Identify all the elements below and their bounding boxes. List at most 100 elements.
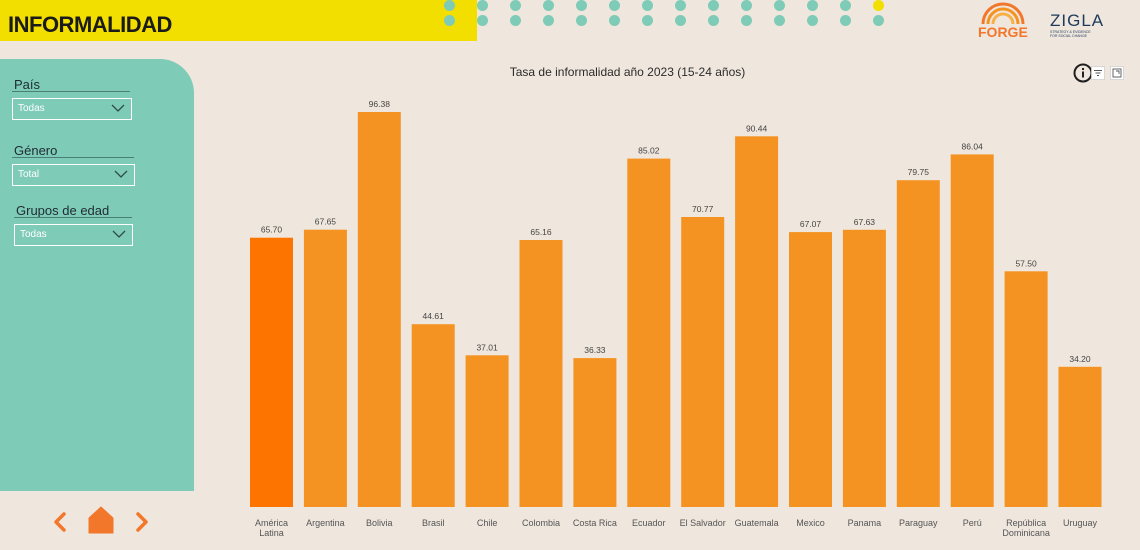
chart-bar[interactable] bbox=[519, 240, 563, 507]
chart-bar[interactable] bbox=[789, 232, 832, 507]
decorative-dot bbox=[741, 0, 752, 11]
decorative-dot bbox=[609, 15, 620, 26]
decorative-dot bbox=[510, 0, 521, 11]
zigla-logo: ZIGLA bbox=[1050, 11, 1105, 30]
x-tick-label: Bolivia bbox=[366, 518, 393, 528]
chart-bar[interactable] bbox=[842, 229, 886, 508]
chart-bar[interactable] bbox=[573, 358, 617, 507]
data-label: 85.02 bbox=[638, 146, 660, 156]
decorative-dot bbox=[675, 15, 686, 26]
decorative-dot bbox=[510, 15, 521, 26]
chart-bar[interactable] bbox=[250, 237, 293, 507]
x-tick-label: Ecuador bbox=[632, 518, 666, 528]
decorative-dot bbox=[543, 0, 554, 11]
forge-logo bbox=[981, 2, 1025, 25]
decorative-dot bbox=[741, 15, 752, 26]
chart-bar[interactable] bbox=[411, 324, 455, 507]
info-icon[interactable] bbox=[1073, 63, 1093, 83]
decorative-dot bbox=[543, 15, 554, 26]
decorative-dot bbox=[807, 15, 818, 26]
data-label: 67.63 bbox=[854, 217, 876, 227]
x-tick-label: Paraguay bbox=[899, 518, 938, 528]
x-tick-label: Dominicana bbox=[1002, 528, 1050, 538]
data-label: 67.65 bbox=[315, 217, 337, 227]
focus-mode-icon[interactable] bbox=[1110, 66, 1124, 80]
age-group-dropdown[interactable]: Todas bbox=[14, 224, 133, 246]
data-label: 96.38 bbox=[369, 99, 391, 109]
x-tick-label: Colombia bbox=[522, 518, 560, 528]
zigla-tagline: STRATEGY & EVIDENCE FOR SOCIAL CHANGE bbox=[1050, 30, 1091, 38]
decorative-dot bbox=[708, 15, 719, 26]
chevron-down-icon bbox=[111, 104, 125, 112]
x-tick-label: Costa Rica bbox=[573, 518, 617, 528]
home-icon[interactable] bbox=[88, 506, 114, 534]
chart-bar[interactable] bbox=[465, 355, 509, 507]
page-title: INFORMALIDAD bbox=[8, 12, 172, 37]
chart-bar[interactable] bbox=[1058, 366, 1102, 507]
decorative-dot bbox=[774, 15, 785, 26]
decorative-dot bbox=[444, 0, 455, 11]
age-group-filter-label: Grupos de edad bbox=[16, 203, 110, 218]
x-tick-label: Panama bbox=[848, 518, 882, 528]
x-tick-label: Latina bbox=[259, 528, 284, 538]
chevron-right-icon[interactable] bbox=[134, 511, 150, 533]
chevron-down-icon bbox=[114, 170, 128, 178]
decorative-dots bbox=[438, 0, 918, 30]
chart-bar[interactable] bbox=[681, 217, 725, 507]
country-filter-divider bbox=[12, 91, 130, 92]
forge-logo-text: FORGE bbox=[978, 24, 1028, 40]
x-tick-label: Chile bbox=[477, 518, 498, 528]
data-label: 90.44 bbox=[746, 123, 768, 133]
data-label: 57.50 bbox=[1015, 258, 1037, 268]
country-dropdown-value: Todas bbox=[18, 103, 45, 114]
chart-bar[interactable] bbox=[1004, 271, 1048, 507]
chart-bar[interactable] bbox=[357, 112, 401, 507]
x-tick-label: Argentina bbox=[306, 518, 345, 528]
decorative-dot bbox=[477, 15, 488, 26]
filter-icon[interactable] bbox=[1091, 66, 1105, 80]
x-tick-label: Mexico bbox=[796, 518, 825, 528]
decorative-dot bbox=[444, 15, 455, 26]
x-tick-label: América bbox=[255, 518, 288, 528]
data-label: 65.16 bbox=[530, 227, 552, 237]
data-label: 44.61 bbox=[423, 311, 445, 321]
decorative-dot bbox=[774, 0, 785, 11]
gender-filter-divider bbox=[12, 157, 134, 158]
title-banner bbox=[0, 0, 477, 41]
filter-sidebar bbox=[0, 59, 194, 491]
decorative-dot bbox=[708, 0, 719, 11]
data-label: 65.70 bbox=[261, 225, 283, 235]
chart-bar[interactable] bbox=[950, 154, 994, 507]
data-label: 36.33 bbox=[584, 345, 606, 355]
chevron-left-icon[interactable] bbox=[52, 511, 68, 533]
age-group-dropdown-value: Todas bbox=[20, 229, 47, 240]
age-group-filter-divider bbox=[14, 217, 132, 218]
decorative-dot bbox=[642, 15, 653, 26]
decorative-dot bbox=[477, 0, 488, 11]
decorative-dot bbox=[576, 15, 587, 26]
gender-dropdown-value: Total bbox=[18, 169, 40, 180]
data-label: 34.20 bbox=[1069, 354, 1091, 364]
chart-bar[interactable] bbox=[735, 136, 779, 508]
data-label: 86.04 bbox=[962, 141, 984, 151]
x-tick-label: Guatemala bbox=[735, 518, 779, 528]
x-tick-label: El Salvador bbox=[680, 518, 726, 528]
gender-dropdown[interactable]: Total bbox=[12, 164, 135, 186]
chevron-down-icon bbox=[112, 230, 126, 238]
data-label: 67.07 bbox=[800, 219, 822, 229]
x-tick-label: República bbox=[1006, 518, 1046, 528]
data-label: 37.01 bbox=[476, 342, 498, 352]
country-dropdown[interactable]: Todas bbox=[12, 98, 132, 120]
decorative-dot bbox=[609, 0, 620, 11]
chart-bar[interactable] bbox=[627, 158, 671, 507]
chart-bar[interactable] bbox=[303, 229, 347, 507]
decorative-dot bbox=[840, 15, 851, 26]
chart-bar[interactable] bbox=[896, 180, 940, 507]
decorative-dot bbox=[840, 0, 851, 11]
decorative-dot bbox=[873, 15, 884, 26]
x-tick-label: Perú bbox=[963, 518, 982, 528]
data-label: 70.77 bbox=[692, 204, 714, 214]
x-tick-label: Uruguay bbox=[1063, 518, 1098, 528]
decorative-dot bbox=[642, 0, 653, 11]
gender-filter-label: Género bbox=[14, 143, 58, 158]
